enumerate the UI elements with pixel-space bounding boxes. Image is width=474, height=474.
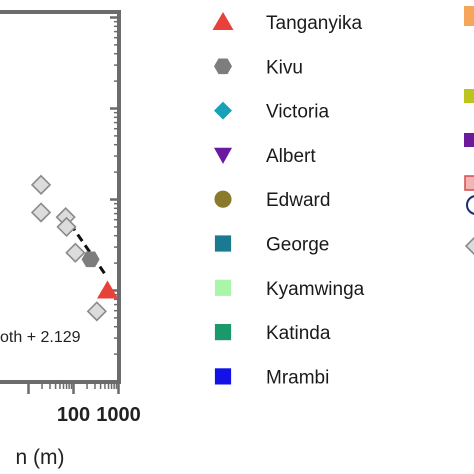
- data-point-reference-0: [30, 174, 52, 195]
- fit-line-group: [69, 222, 109, 279]
- data-points: [30, 174, 119, 322]
- legend-second-column: [464, 6, 474, 256]
- legend-marker-edward: [214, 190, 232, 208]
- axis-labels: 100 1000 n (m) oth + 2.129: [0, 329, 141, 469]
- legend-label-tanganyika: Tanganyika: [266, 13, 363, 34]
- legend-marker-tanganyika: [212, 12, 234, 30]
- legend2-marker-diamond: [464, 236, 474, 256]
- legend2-marker-olive: [464, 89, 474, 103]
- data-point-reference-4: [65, 242, 86, 263]
- legend2-marker-purple: [464, 133, 474, 147]
- legend-label-edward: Edward: [266, 190, 330, 211]
- x-tick-label: 1000: [96, 404, 141, 426]
- x-axis-label: n (m): [16, 446, 65, 469]
- data-point-reference-5: [86, 301, 107, 322]
- legend-marker-kivu: [214, 58, 232, 75]
- legend-marker-katinda: [214, 324, 232, 341]
- legend-marker-mrambi: [214, 368, 232, 385]
- legend-marker-albert: [214, 147, 232, 164]
- data-point-reference-3: [56, 216, 77, 238]
- legend2-marker-orange: [464, 6, 474, 26]
- legend-label-katinda: Katinda: [266, 323, 331, 344]
- legend-label-george: George: [266, 235, 329, 256]
- legend-label-kivu: Kivu: [266, 57, 303, 78]
- legend-label-victoria: Victoria: [266, 102, 329, 123]
- data-point-reference-1: [30, 202, 52, 223]
- legend2-marker-pink: [464, 175, 474, 191]
- legend2-marker-open-circle: [466, 195, 474, 215]
- fit-line: [69, 222, 109, 279]
- legend-label-kyamwinga: Kyamwinga: [266, 279, 365, 300]
- legend-label-mrambi: Mrambi: [266, 367, 329, 388]
- plot-frame: [0, 10, 121, 384]
- legend-marker-george: [214, 235, 232, 252]
- legend-label-albert: Albert: [266, 146, 316, 167]
- data-point-kivu-0: [81, 251, 100, 268]
- fit-equation: oth + 2.129: [0, 329, 81, 346]
- legend-marker-victoria: [214, 101, 232, 120]
- legend: Tanganyika Kivu Victoria Albert Edward George…: [212, 12, 365, 388]
- data-point-tanganyika-0: [97, 280, 119, 299]
- x-tick-label: 100: [57, 404, 90, 426]
- legend-marker-kyamwinga: [214, 279, 232, 296]
